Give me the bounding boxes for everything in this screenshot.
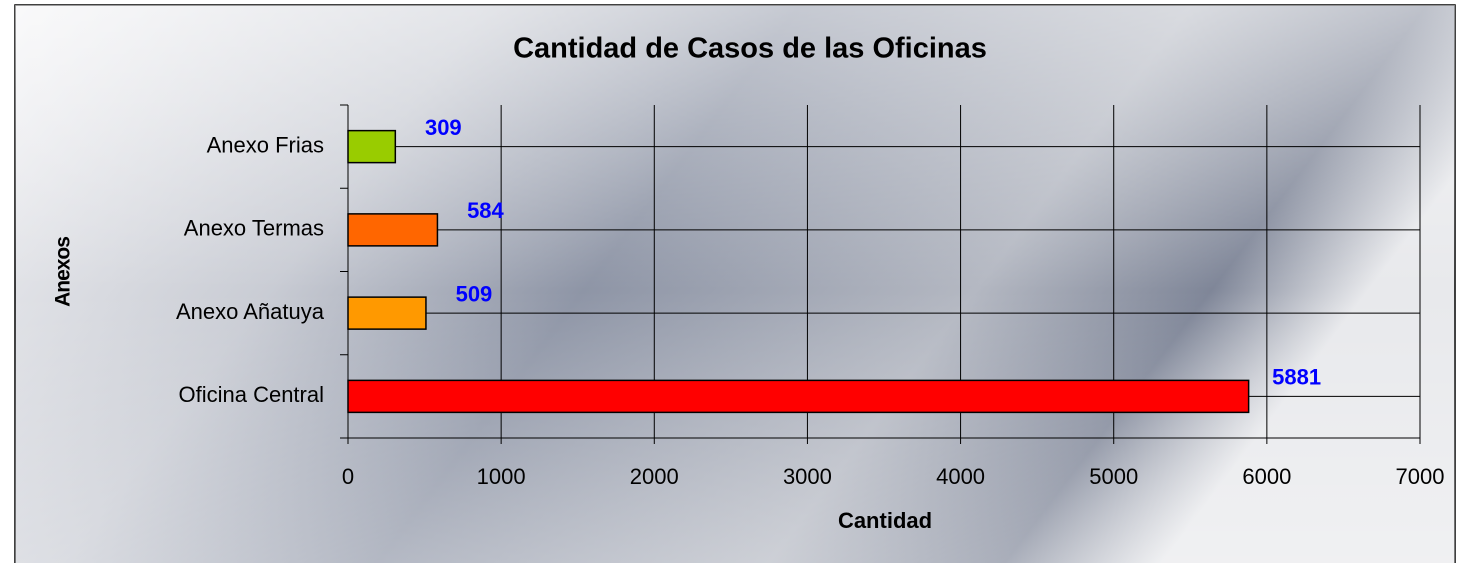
value-label: 5881 <box>1272 365 1321 390</box>
y-axis-label: Anexos <box>52 237 75 307</box>
x-tick-label: 6000 <box>1242 464 1291 489</box>
x-tick-label: 2000 <box>630 464 679 489</box>
x-tick-label: 4000 <box>936 464 985 489</box>
bar <box>347 379 1250 414</box>
value-label: 509 <box>456 281 493 306</box>
x-tick-label: 1000 <box>477 464 526 489</box>
x-tick-label: 7000 <box>1396 464 1445 489</box>
y-tick-label: Anexo Termas <box>184 216 324 241</box>
value-label: 309 <box>425 115 462 140</box>
value-label: 584 <box>467 198 504 223</box>
bar <box>347 129 397 164</box>
y-tick-label: Anexo Frias <box>207 132 324 157</box>
y-tick-label: Anexo Añatuya <box>176 299 325 324</box>
chart-title: Cantidad de Casos de las Oficinas <box>513 33 987 65</box>
x-tick-label: 5000 <box>1089 464 1138 489</box>
x-axis-label: Cantidad <box>838 508 932 533</box>
bar <box>347 213 439 247</box>
y-tick-label: Oficina Central <box>178 382 324 407</box>
bar <box>347 296 427 330</box>
x-tick-label: 3000 <box>783 464 832 489</box>
chart-sheen <box>15 5 1455 563</box>
x-tick-label: 0 <box>342 464 354 489</box>
